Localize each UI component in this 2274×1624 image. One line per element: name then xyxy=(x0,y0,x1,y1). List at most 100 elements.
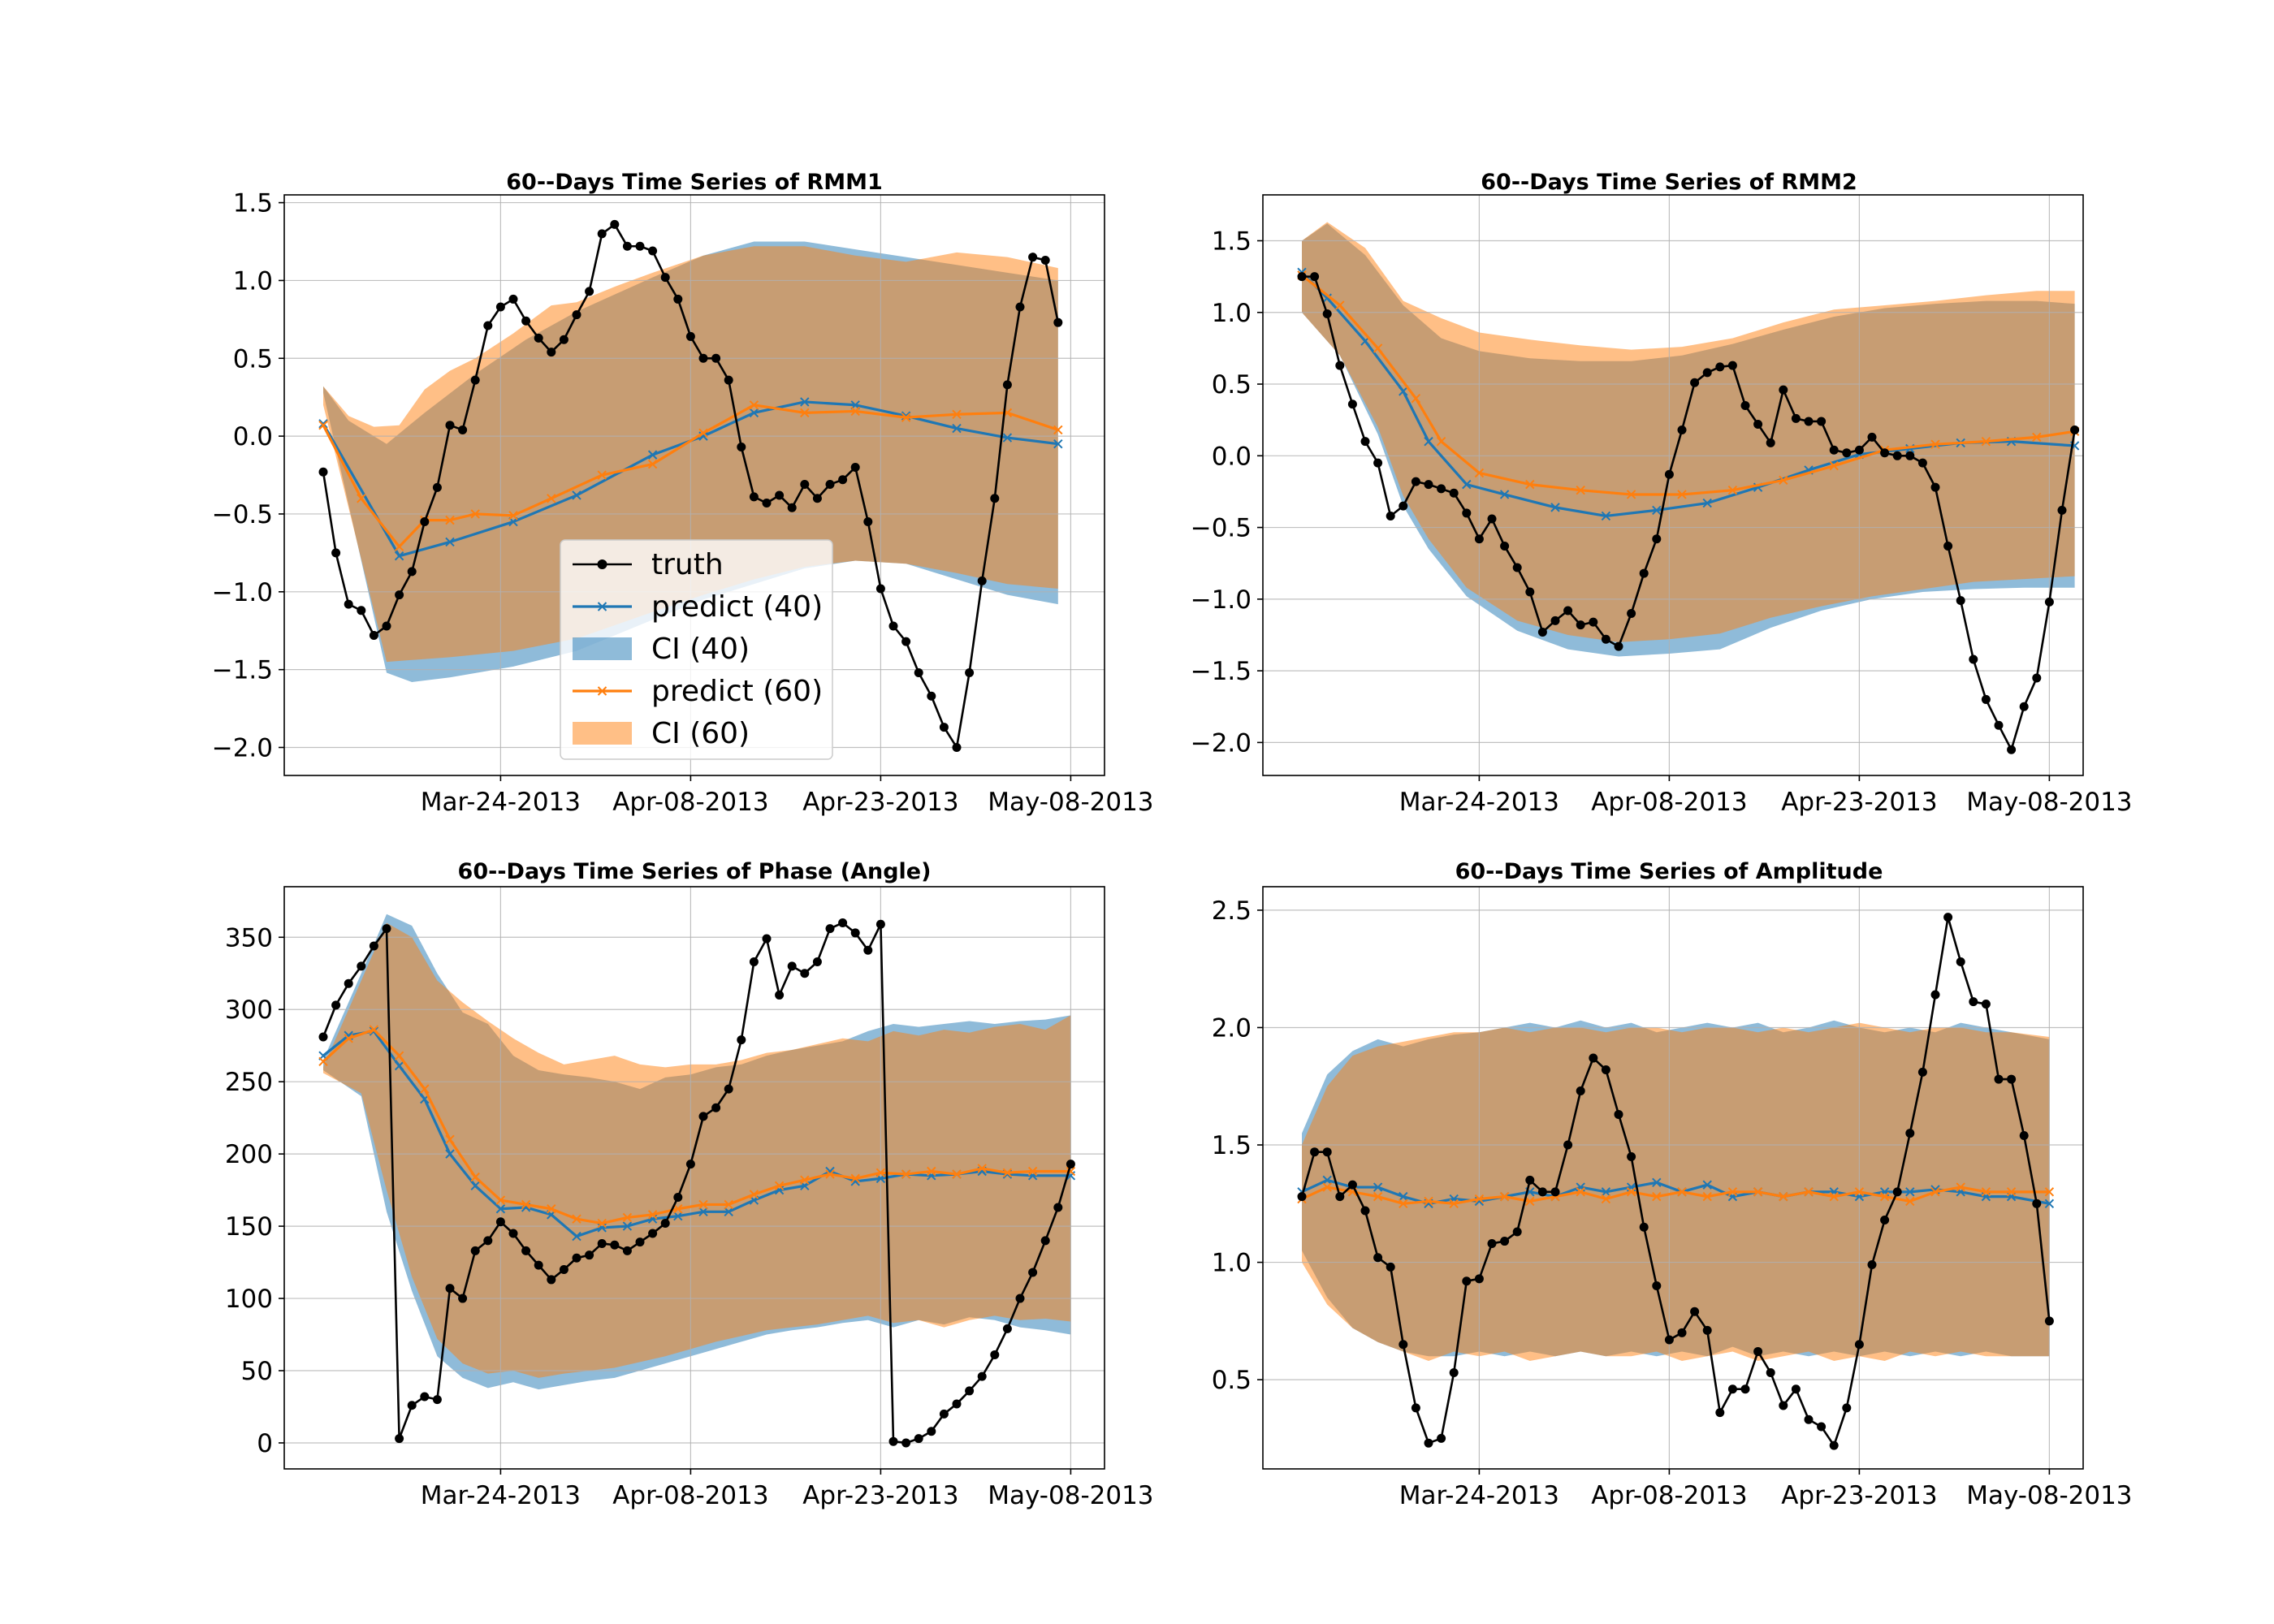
x-tick-label: Apr-23-2013 xyxy=(1781,1481,1937,1510)
x-tick-label: Mar-24-2013 xyxy=(1399,1481,1559,1510)
tick-labels: 350 300 250 200 150 100 50 0 Mar-24-2013 Apr-08-2… xyxy=(225,923,1154,1510)
truth-point xyxy=(1386,1262,1395,1272)
series-lines xyxy=(318,219,1063,752)
predict-60-marker xyxy=(1525,1196,1535,1207)
truth-point xyxy=(445,421,455,430)
axes-frame xyxy=(283,194,1105,776)
truth-point xyxy=(1525,587,1535,597)
predict-40-marker xyxy=(445,1149,455,1159)
predict-40-line xyxy=(322,1030,1071,1238)
truth-point xyxy=(2044,1316,2054,1326)
truth-point xyxy=(1753,419,1763,429)
predict-40-marker xyxy=(952,423,962,434)
truth-point xyxy=(724,375,733,385)
predict-60-marker xyxy=(1753,1187,1763,1197)
truth-point xyxy=(737,1035,746,1045)
truth-point xyxy=(1727,361,1737,370)
truth-point xyxy=(1956,596,1965,606)
truth-point xyxy=(1715,1408,1725,1418)
predict-40-marker xyxy=(394,1060,404,1071)
truth-point xyxy=(749,492,759,502)
truth-point xyxy=(521,316,531,326)
truth-line xyxy=(1300,916,2051,1447)
truth-point xyxy=(2044,597,2054,607)
truth-point xyxy=(1880,1216,1890,1225)
predict-40-marker xyxy=(1550,503,1560,512)
predict-60-marker xyxy=(724,1199,733,1210)
predict-40-marker xyxy=(673,1211,683,1221)
ci-60-band xyxy=(1302,222,2075,642)
predict-60-marker xyxy=(357,494,366,503)
legend-label: CI (60) xyxy=(651,717,750,750)
truth-point xyxy=(1028,253,1038,262)
predict-40-marker xyxy=(1601,511,1611,521)
predict-60-marker xyxy=(622,1212,633,1223)
truth-point xyxy=(1994,1074,2004,1084)
predict-60-marker xyxy=(698,428,708,438)
truth-point xyxy=(939,1409,949,1419)
truth-point xyxy=(1512,1227,1522,1237)
truth-point xyxy=(445,1284,455,1294)
truth-point xyxy=(863,517,873,527)
predict-60-marker xyxy=(749,400,759,410)
truth-point xyxy=(1411,1403,1420,1413)
truth-point xyxy=(572,1253,581,1263)
truth-point xyxy=(344,599,353,609)
y-tick-label: 250 xyxy=(225,1068,273,1097)
truth-point xyxy=(1892,451,1902,460)
predict-60-marker xyxy=(394,1051,404,1060)
truth-point xyxy=(673,1193,683,1203)
predict-60-marker xyxy=(952,1169,962,1179)
truth-point xyxy=(1969,654,1978,664)
truth-point xyxy=(1715,362,1725,372)
truth-point xyxy=(357,961,366,971)
truth-point xyxy=(901,1438,911,1448)
predict-40-marker xyxy=(1702,498,1712,508)
y-tick-label: −1.5 xyxy=(1191,657,1252,686)
predict-60-marker xyxy=(647,459,658,469)
truth-point xyxy=(1981,694,1991,704)
truth-point xyxy=(1563,606,1573,615)
y-tick-label: 1.0 xyxy=(233,266,273,296)
truth-point xyxy=(863,945,873,955)
predict-60-marker xyxy=(673,1204,683,1214)
predict-60-marker xyxy=(470,509,480,519)
predict-60-marker xyxy=(2006,1187,2017,1197)
predict-60-marker xyxy=(521,1199,531,1210)
truth-point xyxy=(838,475,848,485)
legend-label: truth xyxy=(651,548,724,581)
y-tick-label: 2.0 xyxy=(1212,1013,1252,1043)
y-tick-label: −2.0 xyxy=(212,733,273,762)
truth-point xyxy=(585,1250,594,1260)
predict-60-marker xyxy=(369,1025,379,1034)
truth-point xyxy=(648,1229,658,1238)
truth-point xyxy=(2032,1199,2042,1208)
predict-60-marker xyxy=(547,1204,556,1214)
truth-point xyxy=(762,934,772,944)
predict-40-marker xyxy=(1601,1187,1611,1197)
predict-40-marker xyxy=(724,1207,733,1217)
chart-rmm2: 60--Days Time Series of RMM2 1.5 1.0 0.5 0.… xyxy=(1191,170,2133,817)
y-tick-label: 1.0 xyxy=(1212,299,1252,328)
y-tick-label: 50 xyxy=(241,1357,273,1386)
truth-point xyxy=(660,1219,670,1229)
legend-box xyxy=(560,539,833,760)
predict-60-marker xyxy=(445,1134,455,1145)
truth-point xyxy=(1373,458,1383,468)
predict-60-marker xyxy=(1879,1191,1890,1202)
y-tick-label: −0.5 xyxy=(1191,514,1252,543)
x-tick-label: May-08-2013 xyxy=(988,788,1153,817)
y-tick-label: 1.0 xyxy=(1212,1249,1252,1278)
truth-point xyxy=(495,302,505,312)
truth-point xyxy=(1040,256,1050,266)
x-tick-label: May-08-2013 xyxy=(988,1481,1153,1510)
truth-point xyxy=(1053,317,1063,327)
axes-frame xyxy=(1262,194,2084,776)
truth-point xyxy=(888,621,898,631)
truth-point xyxy=(1462,1276,1472,1286)
truth-point xyxy=(1994,720,2004,730)
truth-point xyxy=(1652,534,1662,544)
predict-60-line xyxy=(322,404,1059,548)
x-tick-label: Apr-08-2013 xyxy=(612,1481,768,1510)
y-tick-label: 0.0 xyxy=(1212,442,1252,471)
